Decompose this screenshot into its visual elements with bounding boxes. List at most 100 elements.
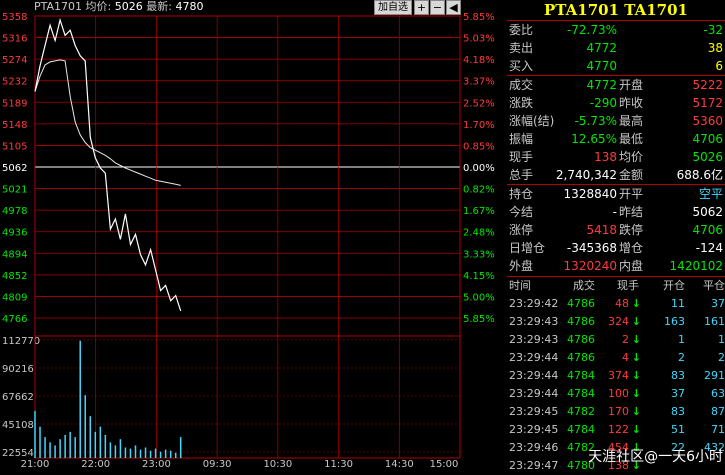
- intraday-chart: PTA1701 均价: 5026 最新: 4780 加自选 + − ◀ 5358…: [0, 0, 505, 468]
- down-arrow-icon: ↓: [631, 351, 641, 364]
- pct-tick-label: 2.52%: [463, 98, 495, 109]
- tick-close: 2: [718, 351, 725, 364]
- tick-price: 4786: [567, 297, 595, 310]
- tick-price: 4786: [567, 315, 595, 328]
- tick-open: 2: [678, 351, 685, 364]
- pct-tick-label: 4.15%: [463, 271, 495, 282]
- pct-tick-label: 3.33%: [463, 249, 495, 260]
- tick-close: 1: [718, 333, 725, 346]
- tick-row: 23:29:45 4784 122 ↓ 51 71: [507, 421, 725, 439]
- tick-time: 23:29:46: [509, 441, 559, 454]
- tick-close: 87: [711, 405, 725, 418]
- tick-time: 23:29:45: [509, 423, 559, 436]
- pct-tick-label: 0.82%: [463, 185, 495, 196]
- tick-price: 4782: [567, 405, 595, 418]
- tick-row: 23:29:44 4786 4 ↓ 2 2: [507, 349, 725, 367]
- tick-open: 1: [678, 333, 685, 346]
- order-ratio-row: 委比 -72.73% -32: [509, 23, 723, 37]
- tick-time: 23:29:45: [509, 405, 559, 418]
- pct-tick-label: 3.37%: [463, 77, 495, 88]
- tick-price: 4784: [567, 387, 595, 400]
- tick-price: 4786: [567, 351, 595, 364]
- time-tick-label: 10:30: [263, 459, 292, 468]
- time-tick-label: 15:00: [430, 459, 459, 468]
- price-tick-label: 5274: [2, 55, 27, 66]
- price-tick-label: 5021: [2, 185, 27, 196]
- pct-tick-label: 4.18%: [463, 55, 495, 66]
- down-arrow-icon: ↓: [631, 369, 641, 382]
- price-tick-label: 5232: [2, 77, 27, 88]
- tick-time: 23:29:42: [509, 297, 559, 310]
- price-tick-label: 5316: [2, 34, 27, 45]
- ask-row: 卖出 4772 38: [509, 41, 723, 55]
- price-tick-label: 4978: [2, 206, 27, 217]
- tick-close: 37: [711, 297, 725, 310]
- divider: [507, 184, 725, 185]
- tick-qty: 48: [615, 297, 629, 310]
- tick-close: 161: [704, 315, 725, 328]
- price-tick-label: 4894: [2, 249, 27, 260]
- divider: [507, 75, 725, 76]
- price-tick-label: 4852: [2, 271, 27, 282]
- tick-price: 4786: [567, 333, 595, 346]
- down-arrow-icon: ↓: [631, 315, 641, 328]
- down-arrow-icon: ↓: [631, 423, 641, 436]
- pct-tick-label: 0.00%: [463, 163, 495, 174]
- tick-open: 83: [671, 369, 685, 382]
- volume-tick-label: 112770: [2, 336, 40, 347]
- price-tick-label: 4936: [2, 228, 27, 239]
- avg-value: 5026: [114, 0, 143, 13]
- day-increase-row: 日增仓 -345368 增仓 -124: [509, 241, 723, 255]
- price-tick-label: 5148: [2, 120, 27, 131]
- tick-close: 291: [704, 369, 725, 382]
- down-arrow-icon: ↓: [631, 459, 641, 472]
- left-arrow-icon[interactable]: ◀: [446, 0, 461, 15]
- tick-qty: 100: [608, 387, 629, 400]
- avg-price-line: [34, 59, 181, 186]
- down-arrow-icon: ↓: [631, 387, 641, 400]
- tick-qty: 2: [622, 333, 629, 346]
- tick-row: 23:29:43 4786 324 ↓ 163 161: [507, 313, 725, 331]
- tick-time: 23:29:44: [509, 369, 559, 382]
- down-arrow-icon: ↓: [631, 405, 641, 418]
- divider: [507, 276, 725, 277]
- tick-qty: 122: [608, 423, 629, 436]
- down-arrow-icon: ↓: [631, 441, 641, 454]
- tick-time: 23:29:43: [509, 315, 559, 328]
- time-tick-label: 09:30: [203, 459, 232, 468]
- tick-row: 23:29:43 4786 2 ↓ 1 1: [507, 331, 725, 349]
- tick-qty: 4: [622, 351, 629, 364]
- volume-tick-label: 22554: [2, 448, 34, 459]
- pct-tick-label: 1.70%: [463, 120, 495, 131]
- latest-label: 最新:: [146, 0, 172, 13]
- tick-open: 163: [664, 315, 685, 328]
- bid-row: 买入 4770 6: [509, 59, 723, 73]
- tick-open: 11: [671, 297, 685, 310]
- time-tick-label: 21:00: [21, 459, 50, 468]
- chart-title-bar: PTA1701 均价: 5026 最新: 4780 加自选 + − ◀: [0, 0, 505, 15]
- open-interest-row: 持仓 1328840 开平 空平: [509, 187, 723, 201]
- price-tick-label: 4809: [2, 292, 27, 303]
- price-line: [34, 17, 182, 312]
- add-watchlist-button[interactable]: 加自选: [374, 0, 412, 15]
- tick-row: 23:29:44 4784 100 ↓ 37 63: [507, 385, 725, 403]
- change-row: 涨跌 -290 昨收 5172: [509, 96, 723, 110]
- outer-inner-row: 外盘 1320240 内盘 1420102: [509, 259, 723, 273]
- time-tick-label: 14:30: [385, 459, 414, 468]
- pct-tick-label: 5.85%: [463, 314, 495, 325]
- quote-title: PTA1701 TA1701: [544, 1, 688, 19]
- chart-canvas: 5358 5.85% 5316 5.03% 5274 4.18% 5232 3.37% 5189…: [2, 12, 495, 468]
- zoom-in-icon[interactable]: +: [414, 0, 429, 15]
- down-arrow-icon: ↓: [631, 297, 641, 310]
- tick-qty: 170: [608, 405, 629, 418]
- tick-time: 23:29:43: [509, 333, 559, 346]
- divider: [507, 20, 725, 21]
- down-arrow-icon: ↓: [631, 333, 641, 346]
- price-tick-label: 5062: [2, 163, 27, 174]
- tick-close: 71: [711, 423, 725, 436]
- tick-row: 23:29:42 4786 48 ↓ 11 37: [507, 295, 725, 313]
- tick-open: 51: [671, 423, 685, 436]
- pct-tick-label: 2.48%: [463, 228, 495, 239]
- tick-time: 23:29:44: [509, 351, 559, 364]
- zoom-out-icon[interactable]: −: [430, 0, 445, 15]
